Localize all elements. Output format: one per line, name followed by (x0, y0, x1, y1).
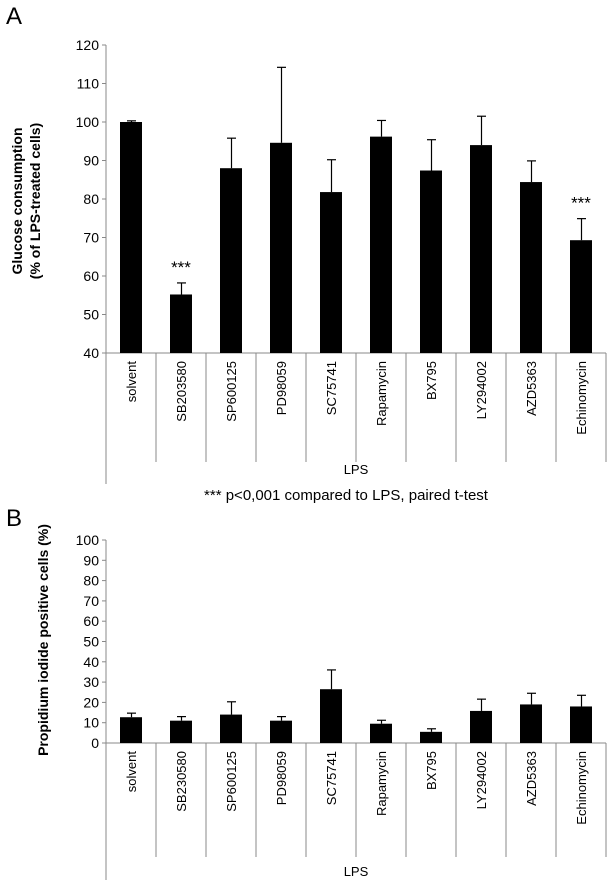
panel-b-bar (520, 704, 542, 743)
panel-b-category-label: LY294002 (474, 751, 489, 809)
panel-a-bar (520, 182, 542, 353)
panel-a-category-label: SP600125 (224, 361, 239, 422)
panel-a-category-label: Echinomycin (574, 361, 589, 435)
panel-b-letter: B (6, 505, 22, 532)
panel-a-y-tick-label: 120 (76, 37, 100, 53)
panel-b-category-label: Echinomycin (574, 751, 589, 825)
panel-a-bar (320, 192, 342, 353)
panel-a-ylabel-line1: Glucose consumption (9, 127, 25, 274)
panel-b-bar (470, 710, 492, 743)
panel-b-category-label: Rapamycin (374, 751, 389, 816)
panel-b-y-tick-label: 80 (83, 573, 99, 589)
panel-a-bar (270, 142, 292, 353)
panel-a-category-label: LY294002 (474, 361, 489, 419)
panel-a-y-tick-label: 110 (77, 76, 100, 92)
panel-b-y-tick-label: 70 (83, 593, 99, 609)
panel-b-y-tick-label: 60 (83, 613, 99, 629)
panel-a-bar (220, 168, 242, 353)
panel-a-y-tick-label: 70 (83, 230, 99, 246)
panel-b-plot: 0 10 20 30 40 50 60 70 80 90 100 solvent SB230580 SP6… (76, 532, 607, 880)
panel-b-y-tick-label: 30 (83, 674, 99, 690)
panel-a-group-label: LPS (344, 462, 369, 477)
panel-b-ylabel: Propidium iodide positive cells (%) (35, 524, 51, 756)
panel-b-y-tick-label: 10 (83, 715, 99, 731)
panel-b-bar (220, 714, 242, 743)
panel-a-ylabel-line2: (% of LPS-treated cells) (27, 123, 43, 279)
panel-a-bar (370, 136, 392, 353)
panel-a-y-tick-label: 80 (83, 191, 99, 207)
panel-a-y-tick-label: 40 (83, 345, 99, 361)
panel-b-y-tick-label: 100 (76, 532, 100, 548)
panel-b-category-label: solvent (124, 751, 139, 793)
panel-a-plot: 40 50 60 70 80 90 100 110 120 solvent SB203580 SP60… (76, 37, 607, 484)
panel-b-bar (170, 720, 192, 743)
panel-b-category-label: AZD5363 (524, 751, 539, 806)
panel-a-category-label: Rapamycin (374, 361, 389, 426)
panel-a-letter: A (6, 3, 22, 30)
panel-a-bar (170, 294, 192, 353)
panel-b-y-tick-label: 90 (83, 552, 99, 568)
panel-a-bar (470, 145, 492, 353)
panel-b-group-label: LPS (344, 864, 369, 879)
panel-b-bar (370, 723, 392, 743)
panel-a-category-label: BX795 (424, 361, 439, 400)
panel-a-footnote: *** p<0,001 compared to LPS, paired t-te… (204, 487, 489, 504)
panel-a-bar (120, 122, 142, 353)
panel-a-significance-label: *** (171, 258, 191, 277)
panel-b-bar (320, 689, 342, 743)
panel-a-y-tick-label: 60 (83, 268, 99, 284)
panel-b-y-tick-label: 40 (83, 654, 99, 670)
panel-a-significance-label: *** (571, 194, 591, 213)
panel-a-y-tick-label: 100 (76, 114, 100, 130)
panel-b-bar (420, 731, 442, 743)
panel-a-category-label: SC75741 (324, 361, 339, 415)
panel-b-bar (120, 717, 142, 743)
panel-b-y-tick-label: 20 (83, 694, 99, 710)
panel-a-category-label: PD98059 (274, 361, 289, 415)
panel-a-category-label: AZD5363 (524, 361, 539, 416)
panel-b-y-tick-label: 0 (91, 735, 99, 751)
panel-a-category-label: solvent (124, 361, 139, 403)
panel-b-bar (270, 720, 292, 743)
panel-b-category-label: BX795 (424, 751, 439, 790)
panel-b-category-label: SC75741 (324, 751, 339, 805)
panel-b-category-label: SB230580 (174, 751, 189, 812)
panel-a-y-tick-label: 50 (83, 307, 99, 323)
panel-b-bar (570, 706, 592, 743)
panel-b-category-label: PD98059 (274, 751, 289, 805)
panel-a-category-label: SB203580 (174, 361, 189, 422)
panel-a-bar (570, 240, 592, 353)
panel-b-category-label: SP600125 (224, 751, 239, 812)
panel-a-bar (420, 170, 442, 353)
panel-a-y-tick-label: 90 (83, 153, 99, 169)
panel-b-y-tick-label: 50 (83, 634, 99, 650)
